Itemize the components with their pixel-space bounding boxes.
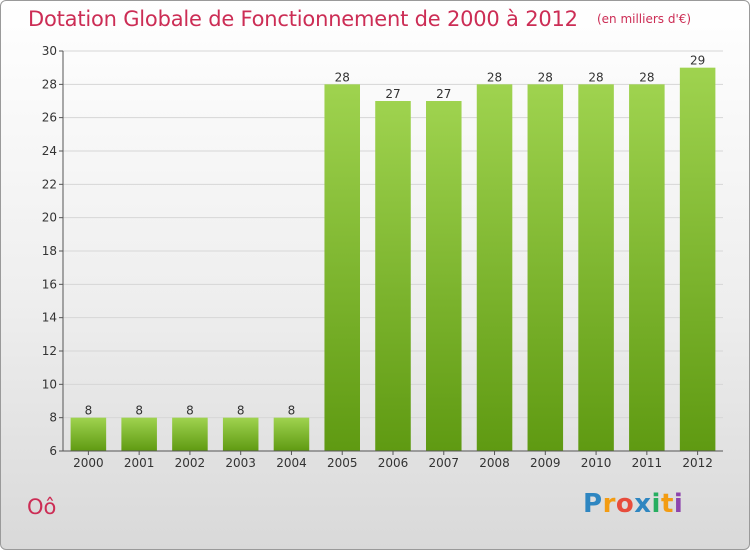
x-tick-label: 2012 <box>682 456 713 470</box>
logo-letter: x <box>634 489 652 519</box>
proxiti-logo: Proxiti <box>583 489 683 519</box>
y-tick-label: 30 <box>42 44 57 58</box>
bar-value-label: 29 <box>690 54 705 68</box>
y-tick-label: 20 <box>42 211 57 225</box>
x-tick-label: 2005 <box>327 456 358 470</box>
y-tick-label: 12 <box>42 344 57 358</box>
bar-value-label: 28 <box>487 70 502 84</box>
x-tick-label: 2003 <box>225 456 256 470</box>
axes <box>59 50 723 455</box>
bar <box>375 101 411 451</box>
bar-value-label: 8 <box>85 404 93 418</box>
bar <box>679 67 716 452</box>
bar-value-label: 28 <box>335 70 350 84</box>
bar <box>426 101 462 451</box>
chart-title: Dotation Globale de Fonctionnement de 20… <box>28 7 578 31</box>
logo-letter: t <box>660 489 674 519</box>
bar <box>222 417 259 451</box>
title-row: Dotation Globale de Fonctionnement de 20… <box>28 7 691 31</box>
bar <box>70 417 107 451</box>
logo-letter: P <box>583 489 603 519</box>
bar-value-label: 28 <box>639 70 654 84</box>
x-tick-label: 2002 <box>175 456 206 470</box>
y-tick-label: 24 <box>42 144 57 158</box>
y-tick-label: 14 <box>42 311 57 325</box>
bar-value-label: 8 <box>288 404 296 418</box>
x-tick-label: 2001 <box>124 456 155 470</box>
y-tick-label: 18 <box>42 244 57 258</box>
y-tick-label: 26 <box>42 111 57 125</box>
x-tick-label: 2008 <box>479 456 510 470</box>
bar <box>578 84 614 451</box>
labels: 6 8 10 12 14 16 18 20 22 24 26 28 30 8 2000 8 2001 8 2002 8… <box>42 44 713 470</box>
bars <box>70 67 716 452</box>
y-tick-label: 16 <box>42 277 57 291</box>
bar-value-label: 28 <box>588 70 603 84</box>
bar-value-label: 8 <box>237 404 245 418</box>
chart-unit: (en milliers d'€) <box>596 12 692 26</box>
bar-value-label: 8 <box>186 404 194 418</box>
bar-value-label: 27 <box>385 87 400 101</box>
bar-value-label: 27 <box>436 87 451 101</box>
x-tick-label: 2010 <box>581 456 612 470</box>
y-tick-label: 8 <box>49 411 57 425</box>
bar-value-label: 8 <box>135 404 143 418</box>
bar <box>324 84 360 451</box>
y-tick-label: 6 <box>49 444 57 458</box>
bar <box>629 84 665 451</box>
x-tick-label: 2004 <box>276 456 307 470</box>
x-tick-label: 2011 <box>632 456 663 470</box>
x-tick-label: 2009 <box>530 456 561 470</box>
logo-letter: i <box>673 489 684 519</box>
bar <box>273 417 310 451</box>
x-tick-label: 2000 <box>73 456 104 470</box>
logo-letter: r <box>602 489 616 519</box>
x-tick-label: 2006 <box>378 456 409 470</box>
bar-value-label: 28 <box>538 70 553 84</box>
logo-letter: i <box>651 489 661 519</box>
y-tick-label: 28 <box>42 77 57 91</box>
commune-name: Oô <box>27 495 57 519</box>
y-tick-label: 22 <box>42 177 57 191</box>
y-tick-label: 10 <box>42 377 57 391</box>
logo-letter: o <box>615 489 635 519</box>
bar <box>172 417 208 451</box>
bar <box>527 84 564 451</box>
x-tick-label: 2007 <box>428 456 459 470</box>
bar <box>121 417 157 451</box>
bar <box>476 84 513 451</box>
